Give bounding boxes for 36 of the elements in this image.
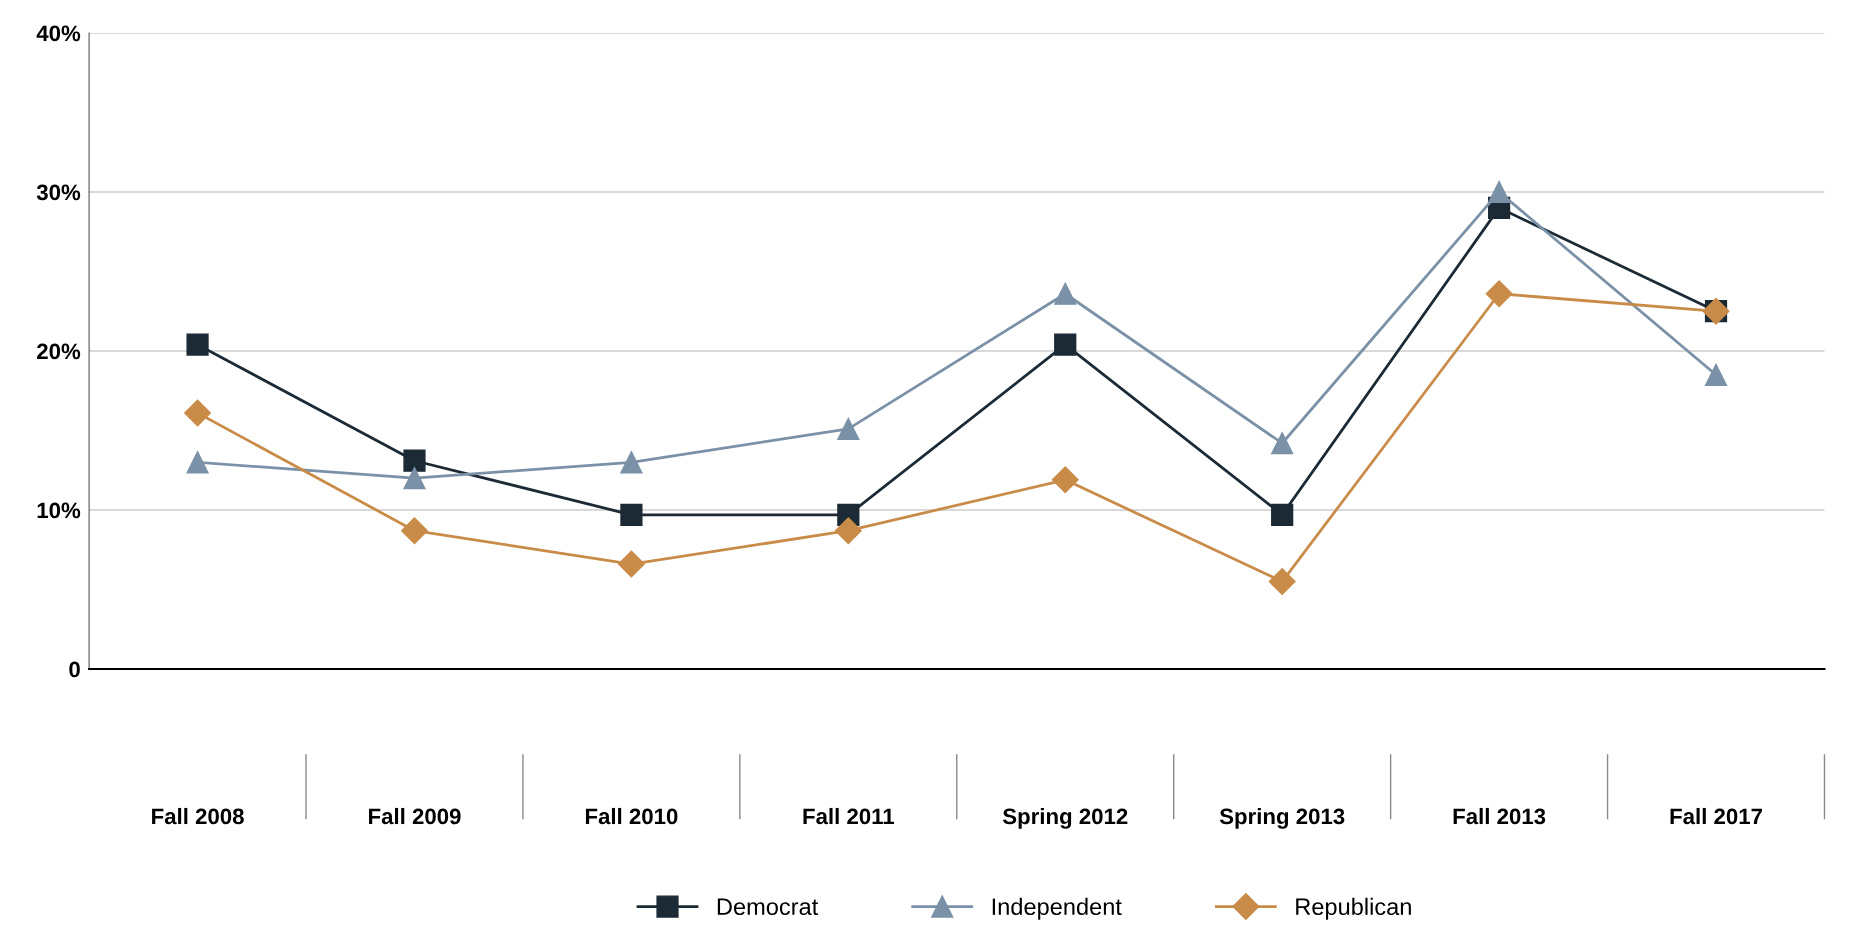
point (1485, 280, 1513, 308)
y-tick-label: 10% (37, 502, 81, 519)
point (186, 451, 209, 474)
x-tick-label: Fall 2011 (803, 807, 895, 825)
point (1268, 568, 1296, 596)
y-tick-label: 30% (36, 184, 81, 201)
point (403, 467, 426, 490)
point (1054, 282, 1077, 305)
legend-label: Republican (1296, 897, 1411, 920)
x-tick-label: Fall 2013 (1453, 807, 1546, 825)
point (834, 517, 862, 545)
point (401, 517, 428, 545)
point (403, 449, 426, 472)
point (184, 399, 212, 427)
legend-label: Democrat (717, 898, 819, 916)
x-tick-label: Fall 2008 (152, 807, 244, 825)
point (1487, 180, 1511, 204)
point (1271, 432, 1294, 455)
x-tick-label: Fall 2009 (369, 807, 461, 825)
y-tick-label: 0 (69, 661, 80, 678)
legend-label: Independent (992, 897, 1122, 920)
point (837, 417, 860, 441)
x-tick-label: Fall 2017 (1670, 807, 1762, 825)
point (186, 333, 209, 356)
x-tick-label: Fall 2010 (585, 807, 678, 825)
y-tick-label: 40% (36, 25, 81, 42)
point (1054, 333, 1077, 356)
x-tick-label: Spring 2013 (1219, 807, 1345, 829)
y-tick-label: 20% (37, 343, 81, 360)
point (1271, 503, 1294, 526)
point (617, 550, 645, 578)
point (1051, 466, 1079, 494)
x-tick-label: Spring 2012 (1002, 807, 1128, 829)
point (620, 451, 643, 474)
point (620, 503, 643, 526)
point (1704, 363, 1728, 386)
